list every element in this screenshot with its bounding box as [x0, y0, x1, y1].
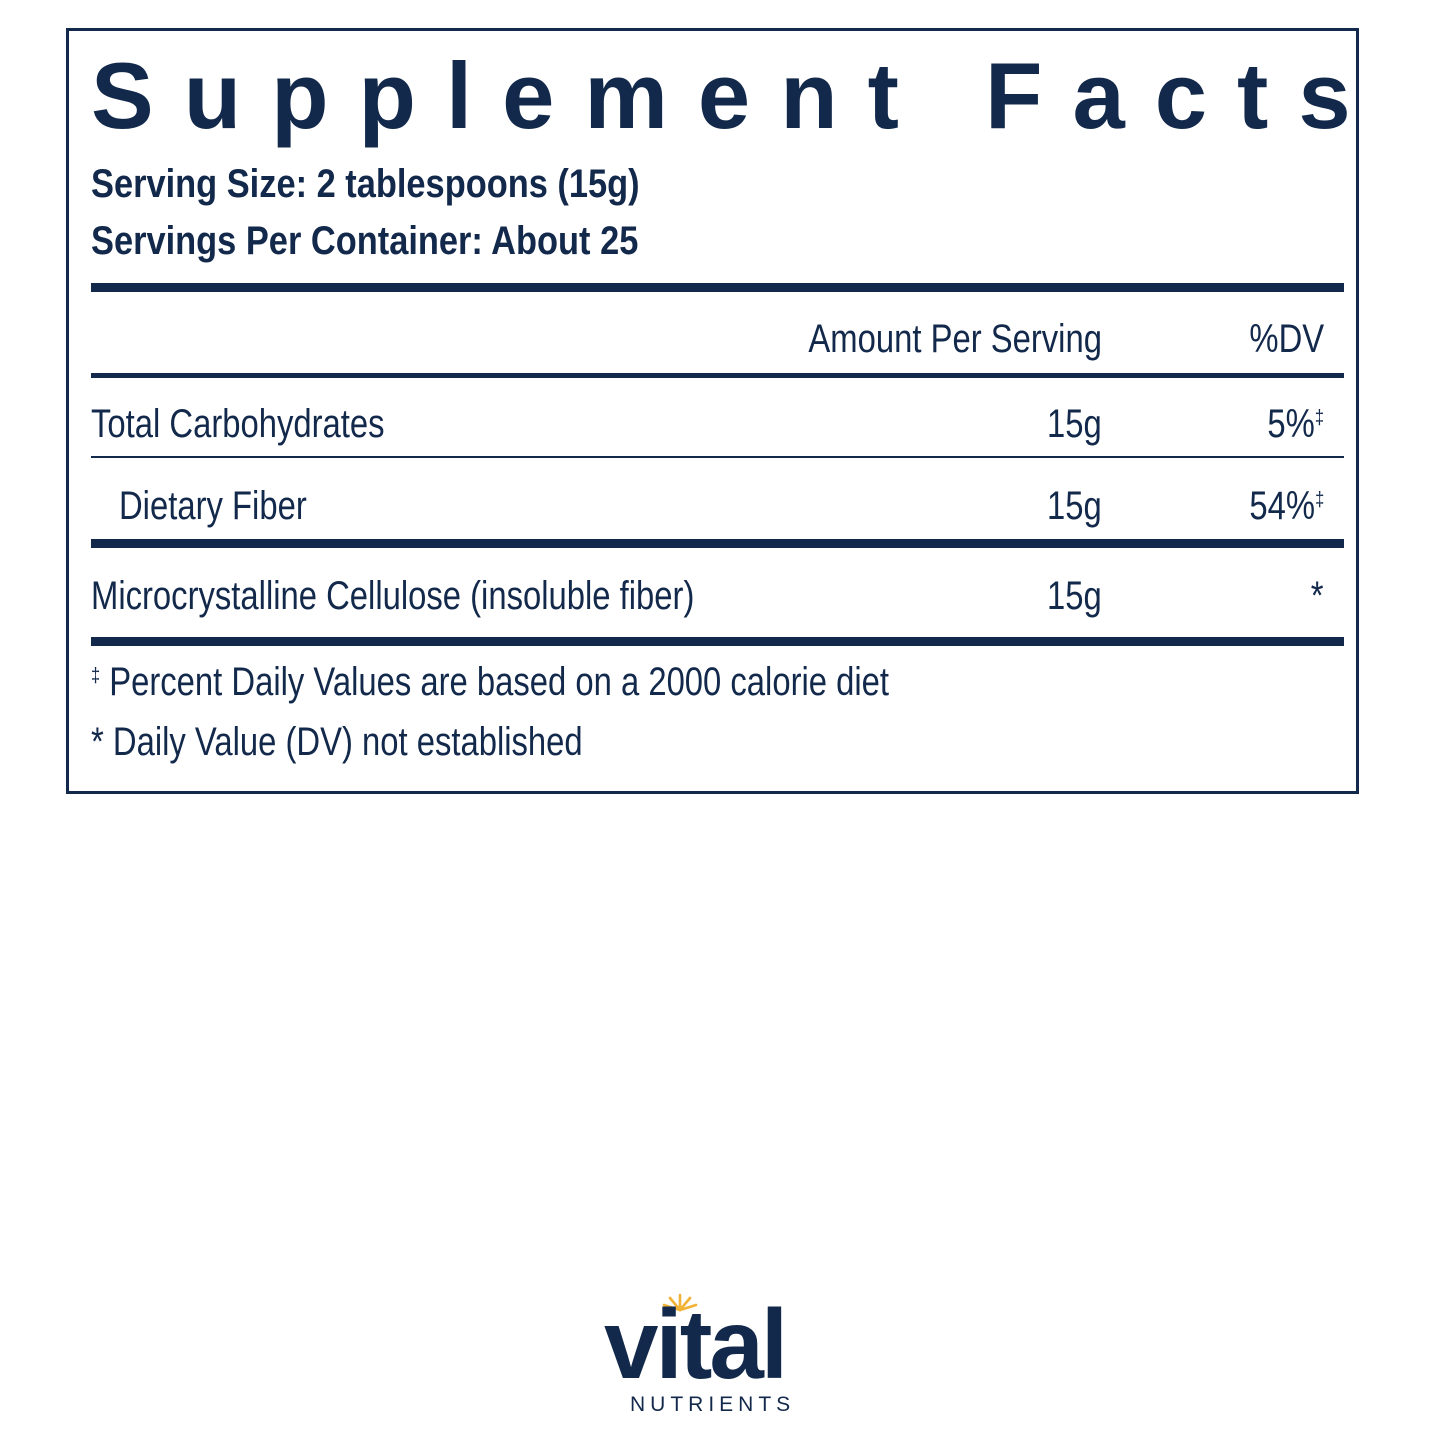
- row-dv-microcrystalline-cellulose: *: [1311, 572, 1324, 620]
- dv-value: 5%: [1267, 402, 1315, 446]
- supplement-facts-panel: Supplement Facts Serving Size: 2 tablesp…: [66, 28, 1359, 794]
- footnote-text: Daily Value (DV) not established: [103, 720, 583, 764]
- row-name-microcrystalline-cellulose: Microcrystalline Cellulose (insoluble fi…: [91, 574, 695, 618]
- row-amount-total-carbohydrates: 15g: [1047, 402, 1102, 446]
- servings-per-container: Servings Per Container: About 25: [91, 219, 639, 263]
- row-dv-dietary-fiber: 54%‡: [1249, 482, 1324, 530]
- row-name-total-carbohydrates: Total Carbohydrates: [91, 402, 385, 446]
- footnote-mark: ‡: [91, 665, 101, 687]
- dv-value: *: [1311, 574, 1324, 618]
- dv-footnote-mark: ‡: [1314, 407, 1324, 429]
- dv-footnote-mark: ‡: [1314, 489, 1324, 511]
- column-header-dv: %DV: [1249, 317, 1324, 361]
- divider-header: [91, 373, 1344, 378]
- brand-logo: vital NUTRIENTS: [604, 1289, 834, 1420]
- divider-thin: [91, 456, 1344, 458]
- dv-value: 54%: [1249, 484, 1315, 528]
- row-name-dietary-fiber: Dietary Fiber: [119, 484, 307, 528]
- row-amount-dietary-fiber: 15g: [1047, 484, 1102, 528]
- divider-thick: [91, 637, 1344, 646]
- brand-name: vital: [604, 1289, 788, 1399]
- footnote-dv-not-established: * Daily Value (DV) not established: [91, 718, 583, 766]
- sun-icon: [662, 1293, 698, 1312]
- footnote-dv-basis: ‡ Percent Daily Values are based on a 20…: [91, 658, 889, 706]
- divider-thick: [91, 539, 1344, 548]
- footnote-text: Percent Daily Values are based on a 2000…: [100, 660, 890, 704]
- footnote-mark: *: [91, 720, 104, 764]
- divider-thick: [91, 283, 1344, 292]
- brand-tagline: NUTRIENTS: [630, 1393, 796, 1416]
- panel-title: Supplement Facts: [91, 43, 1381, 148]
- serving-size: Serving Size: 2 tablespoons (15g): [91, 162, 640, 206]
- column-header-amount: Amount Per Serving: [808, 317, 1102, 361]
- row-amount-microcrystalline-cellulose: 15g: [1047, 574, 1102, 618]
- row-dv-total-carbohydrates: 5%‡: [1267, 400, 1324, 448]
